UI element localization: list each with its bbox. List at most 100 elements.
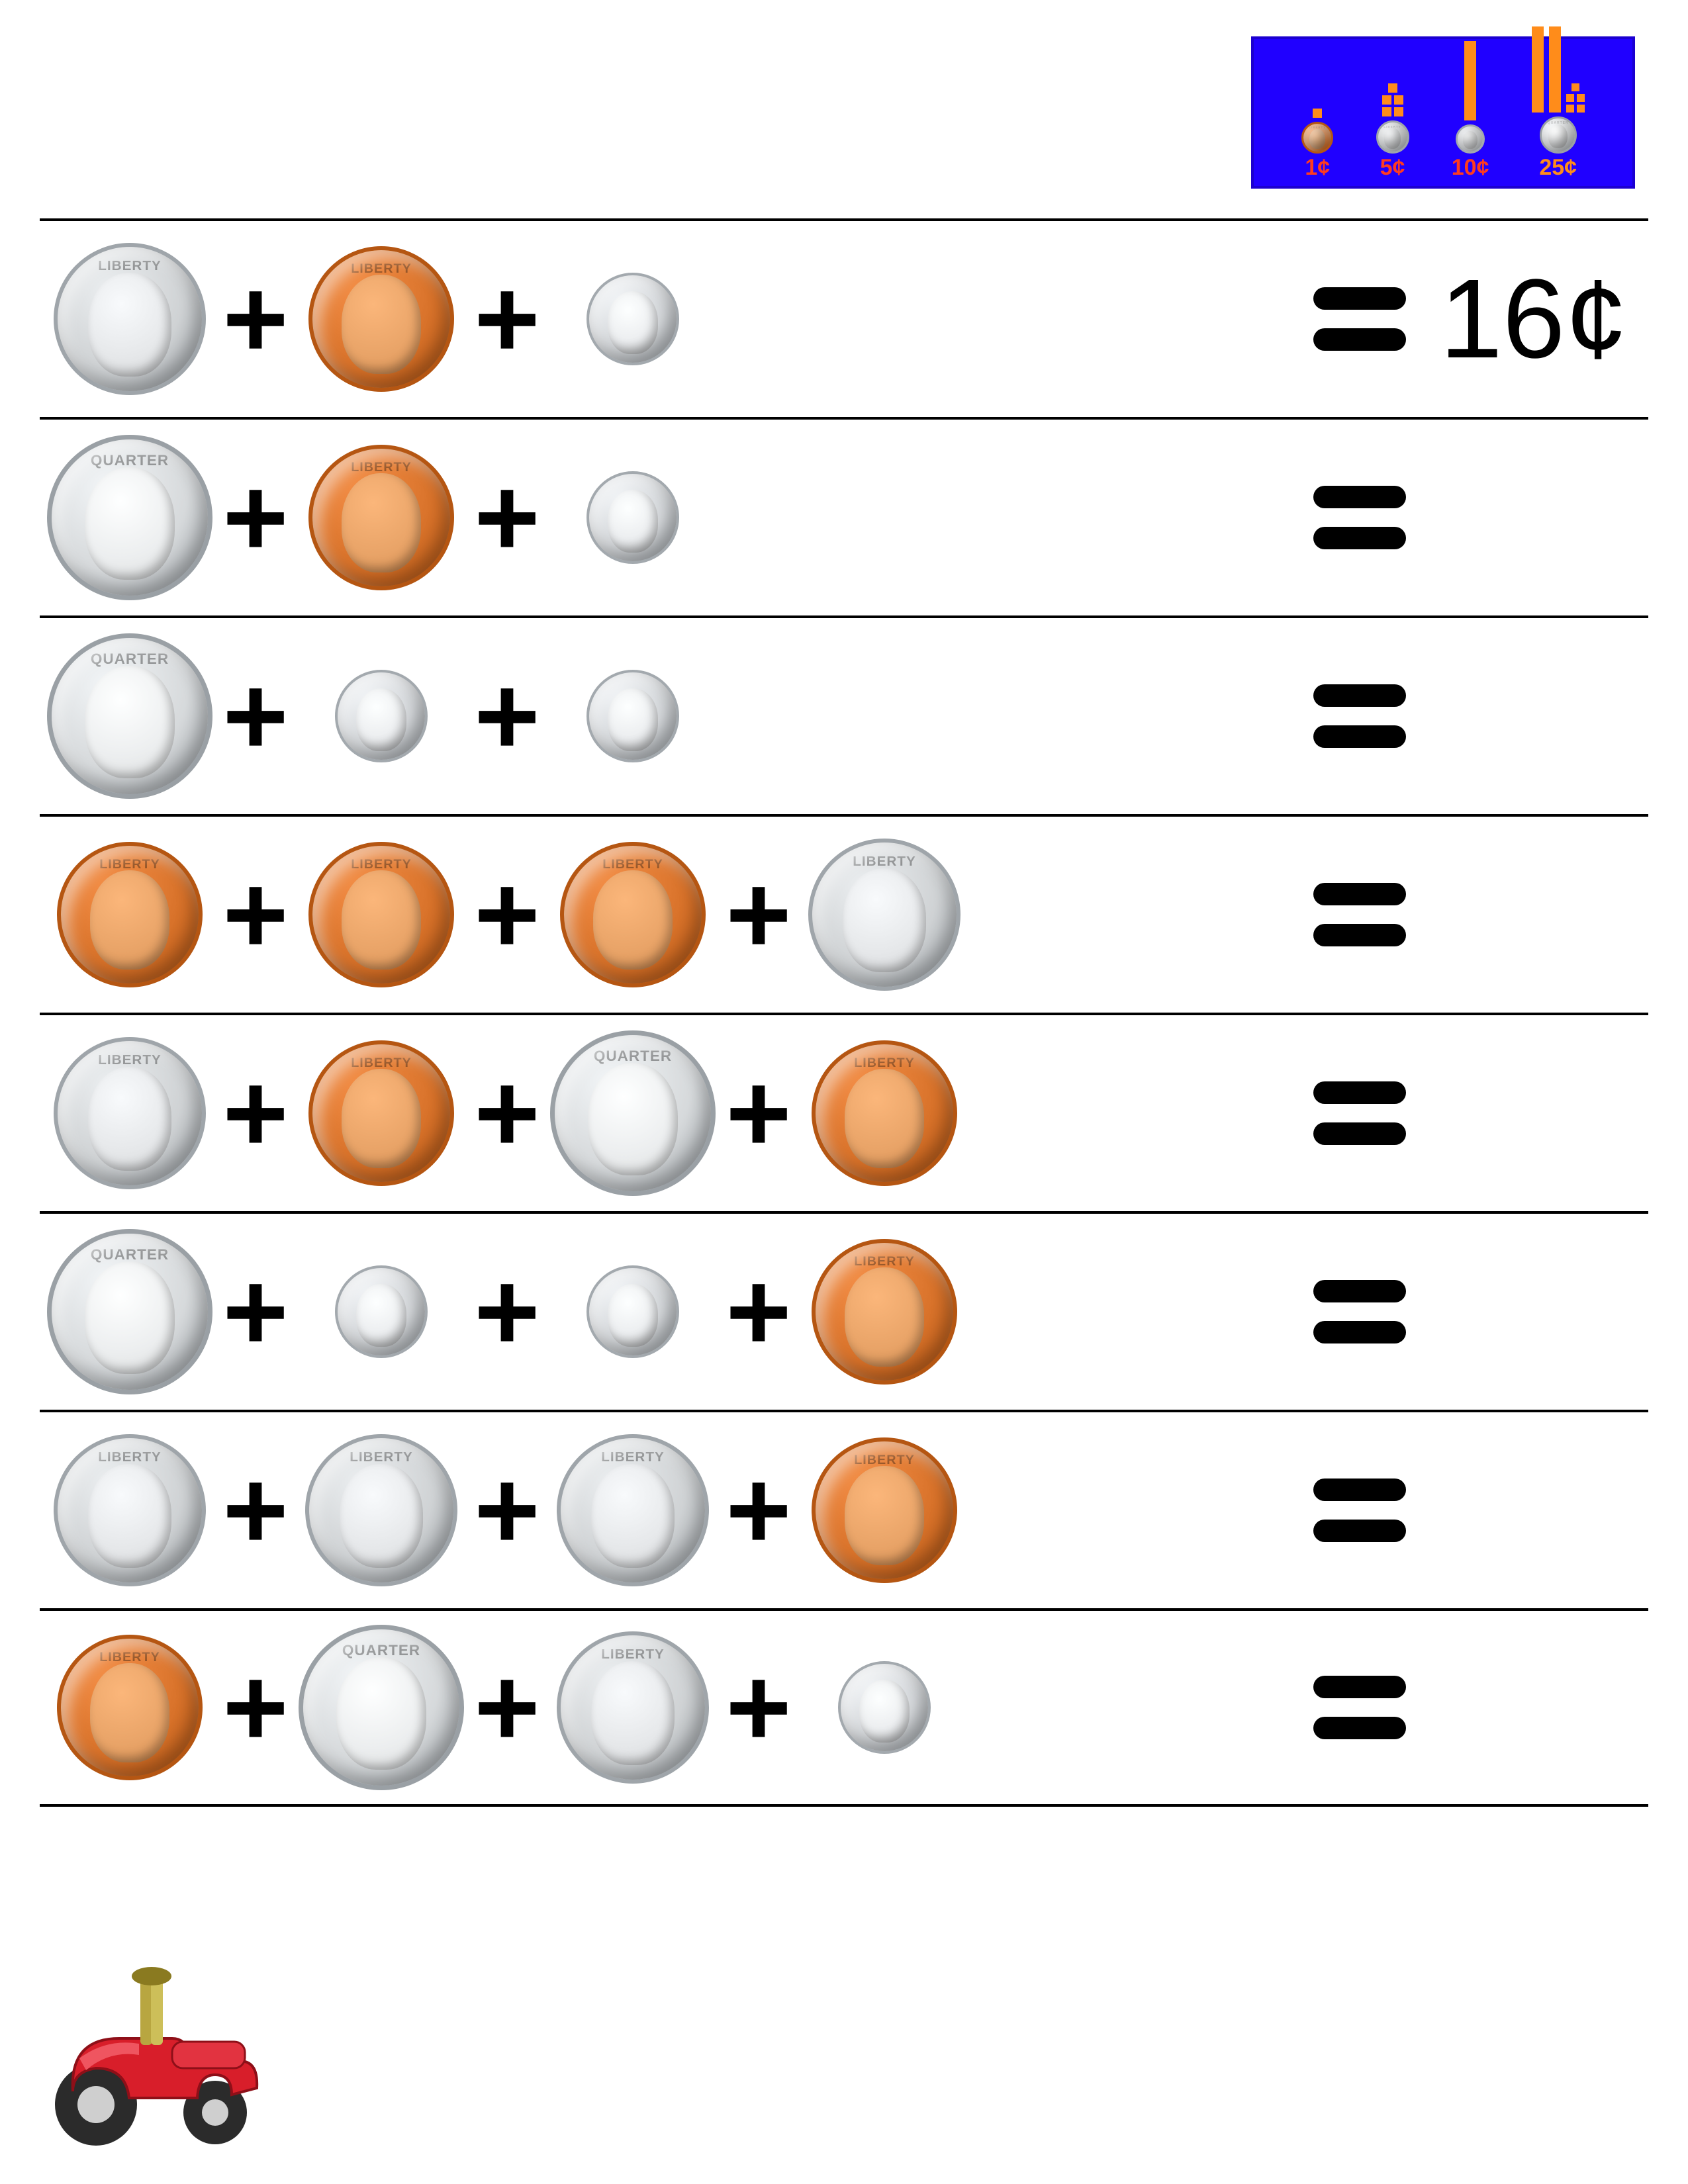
nickel-coin: LIBERTY xyxy=(54,243,206,395)
coin-slot: LIBERTY xyxy=(798,1424,970,1596)
penny-coin: LIBERTY xyxy=(1301,122,1333,154)
coin-slot: LIBERTY xyxy=(547,829,719,1001)
coin-slot: LIBERTY xyxy=(547,1424,719,1596)
dime-coin xyxy=(586,273,679,365)
problem-row: QUARTER+LIBERTY+ xyxy=(40,417,1648,615)
equals-sign xyxy=(1300,1280,1419,1343)
equals-sign xyxy=(1300,1479,1419,1542)
coin-slot: QUARTER xyxy=(44,432,216,604)
equals-sign xyxy=(1300,486,1419,549)
legend-coin xyxy=(1456,124,1485,154)
coin-slot: LIBERTY xyxy=(44,233,216,405)
coin-slot xyxy=(547,432,719,604)
plus-sign: + xyxy=(467,660,547,772)
nickel-coin: LIBERTY xyxy=(305,1434,457,1586)
penny-coin: LIBERTY xyxy=(57,1635,203,1780)
plus-sign: + xyxy=(719,1651,798,1764)
nickel-coin: LIBERTY xyxy=(557,1631,709,1784)
coin-slot: LIBERTY xyxy=(295,829,467,1001)
legend-coin: LIBERTY xyxy=(1376,120,1409,154)
equals-sign xyxy=(1300,1081,1419,1145)
penny-coin: LIBERTY xyxy=(308,445,454,590)
problem-row: LIBERTY+LIBERTY+LIBERTY+LIBERTY xyxy=(40,1410,1648,1608)
plus-sign: + xyxy=(216,858,295,971)
penny-coin: LIBERTY xyxy=(812,1239,957,1385)
plus-sign: + xyxy=(216,660,295,772)
plus-sign: + xyxy=(719,1057,798,1169)
quarter-coin: QUARTER xyxy=(1540,116,1577,154)
coin-slot: LIBERTY xyxy=(295,432,467,604)
quarter-coin: QUARTER xyxy=(47,633,212,799)
legend-blocks xyxy=(1464,41,1476,120)
quarter-coin: QUARTER xyxy=(550,1030,716,1196)
plus-sign: + xyxy=(216,1057,295,1169)
tractor-icon xyxy=(55,1967,257,2146)
problem-row: LIBERTY+LIBERTY+LIBERTY+LIBERTY xyxy=(40,814,1648,1013)
coin-slot: QUARTER xyxy=(295,1621,467,1794)
legend-item: QUARTER25¢ xyxy=(1532,46,1585,181)
nickel-coin: LIBERTY xyxy=(54,1037,206,1189)
penny-coin: LIBERTY xyxy=(57,842,203,987)
plus-sign: + xyxy=(467,263,547,375)
penny-coin: LIBERTY xyxy=(812,1437,957,1583)
dime-coin xyxy=(586,670,679,762)
legend-label: 5¢ xyxy=(1380,155,1405,181)
dime-coin xyxy=(838,1661,931,1754)
coin-slot xyxy=(547,1226,719,1398)
penny-coin: LIBERTY xyxy=(308,246,454,392)
legend-item: LIBERTY5¢ xyxy=(1376,46,1409,181)
plus-sign: + xyxy=(719,1255,798,1368)
worksheet-page: LIBERTY1¢LIBERTY5¢10¢QUARTER25¢ LIBERTY+… xyxy=(0,0,1688,2184)
problem-row: LIBERTY+LIBERTY+QUARTER+LIBERTY xyxy=(40,1013,1648,1211)
answer-field[interactable]: 16¢ xyxy=(1419,254,1644,384)
coin-slot: QUARTER xyxy=(44,1226,216,1398)
legend-coin: QUARTER xyxy=(1540,116,1577,154)
nickel-coin: LIBERTY xyxy=(808,839,961,991)
legend-label: 1¢ xyxy=(1305,155,1330,181)
legend-blocks xyxy=(1313,46,1322,118)
coin-value-legend: LIBERTY1¢LIBERTY5¢10¢QUARTER25¢ xyxy=(1251,36,1635,189)
coin-slot: LIBERTY xyxy=(798,829,970,1001)
penny-coin: LIBERTY xyxy=(560,842,706,987)
legend-label: 25¢ xyxy=(1539,155,1577,181)
problem-row: QUARTER++ xyxy=(40,615,1648,814)
problem-row: LIBERTY+QUARTER+LIBERTY+ xyxy=(40,1608,1648,1807)
coin-slot: LIBERTY xyxy=(295,233,467,405)
coin-slot: LIBERTY xyxy=(798,1027,970,1199)
coin-slot: LIBERTY xyxy=(44,829,216,1001)
coin-slot: LIBERTY xyxy=(798,1226,970,1398)
penny-coin: LIBERTY xyxy=(308,1040,454,1186)
coin-slot: LIBERTY xyxy=(295,1424,467,1596)
coin-slot xyxy=(295,630,467,802)
penny-coin: LIBERTY xyxy=(308,842,454,987)
plus-sign: + xyxy=(467,858,547,971)
plus-sign: + xyxy=(216,1651,295,1764)
quarter-coin: QUARTER xyxy=(47,435,212,600)
legend-item: LIBERTY1¢ xyxy=(1301,46,1333,181)
plus-sign: + xyxy=(467,461,547,574)
plus-sign: + xyxy=(467,1057,547,1169)
equals-sign xyxy=(1300,684,1419,748)
plus-sign: + xyxy=(216,1454,295,1567)
plus-sign: + xyxy=(467,1255,547,1368)
legend-coin: LIBERTY xyxy=(1301,122,1333,154)
dime-coin xyxy=(1456,124,1485,154)
legend-blocks xyxy=(1532,26,1585,113)
legend-item: 10¢ xyxy=(1452,46,1489,181)
plus-sign: + xyxy=(719,1454,798,1567)
nickel-coin: LIBERTY xyxy=(54,1434,206,1586)
plus-sign: + xyxy=(216,263,295,375)
problem-row: QUARTER+++LIBERTY xyxy=(40,1211,1648,1410)
dime-coin xyxy=(586,471,679,564)
legend-blocks xyxy=(1382,46,1403,116)
quarter-coin: QUARTER xyxy=(47,1229,212,1394)
equals-sign xyxy=(1300,287,1419,351)
plus-sign: + xyxy=(719,858,798,971)
problem-rows: LIBERTY+LIBERTY+16¢QUARTER+LIBERTY+QUART… xyxy=(40,218,1648,1807)
legend-label: 10¢ xyxy=(1452,155,1489,181)
coin-slot: LIBERTY xyxy=(44,1027,216,1199)
coin-slot: LIBERTY xyxy=(295,1027,467,1199)
coin-slot: QUARTER xyxy=(44,630,216,802)
problem-row: LIBERTY+LIBERTY+16¢ xyxy=(40,218,1648,417)
coin-slot: LIBERTY xyxy=(44,1424,216,1596)
